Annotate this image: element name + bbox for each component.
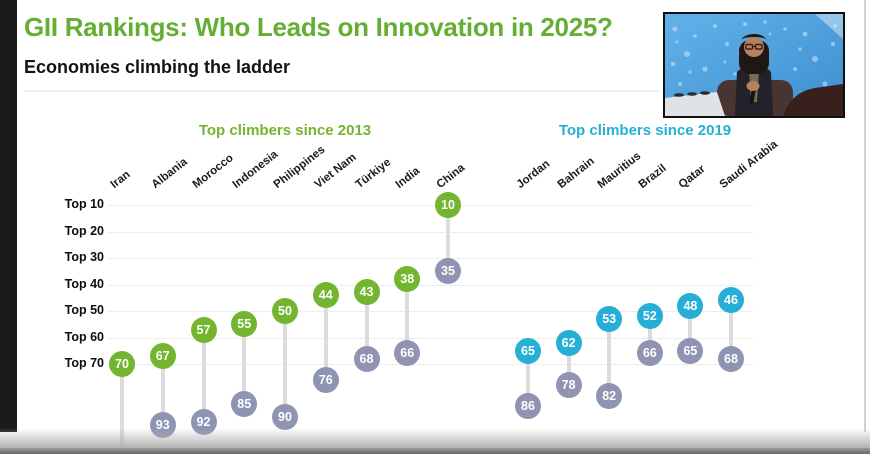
- connector-line: [364, 292, 369, 359]
- connector-line: [242, 324, 247, 404]
- country-label: Morocco: [190, 152, 236, 191]
- connector-line: [607, 318, 612, 396]
- country-label: Saudi Arabia: [717, 138, 781, 191]
- connector-line: [526, 350, 530, 407]
- rank-prior-badge: 78: [555, 372, 582, 399]
- rank-current-badge: 48: [677, 292, 704, 319]
- axis-label: Top 10: [64, 197, 104, 211]
- connector-line: [647, 316, 652, 354]
- right-edge-line: [864, 0, 866, 432]
- rank-prior-badge: 66: [394, 340, 421, 367]
- connector-line: [405, 279, 410, 354]
- axis-label: Top 60: [64, 329, 104, 344]
- connector-line: [566, 342, 571, 386]
- country-label: China: [434, 161, 468, 191]
- rank-current-badge: 57: [190, 316, 217, 343]
- connector-line: [688, 305, 693, 351]
- rank-current-badge: 43: [353, 279, 380, 306]
- axis-label: Top 50: [64, 303, 104, 317]
- rank-prior-badge: 82: [596, 382, 623, 409]
- rank-current-badge: 53: [596, 305, 623, 332]
- rank-prior-badge: 68: [718, 345, 744, 372]
- rank-current-badge: 65: [515, 337, 541, 364]
- header-divider: [24, 90, 658, 92]
- rank-current-badge: 52: [636, 303, 663, 330]
- hands: [746, 81, 760, 91]
- country-label: Mauritius: [595, 150, 644, 191]
- connector-line: [446, 205, 450, 272]
- country-label: Bahrain: [555, 155, 597, 191]
- country-label: Türkiye: [353, 156, 393, 191]
- window-light: [815, 14, 843, 39]
- connector-line: [120, 364, 124, 447]
- gridline: [108, 364, 753, 365]
- country-label: Jordan: [514, 157, 553, 191]
- speaker-video: [665, 14, 843, 116]
- country-label: Albania: [149, 155, 190, 191]
- rank-current-badge: 46: [718, 287, 744, 314]
- rank-current-badge: 38: [394, 266, 421, 293]
- gridline: [108, 337, 753, 339]
- rank-prior-badge: 68: [353, 345, 380, 372]
- bottom-gradient-strip: [0, 428, 870, 448]
- axis-label: Top 70: [64, 356, 104, 370]
- country-label: Qatar: [677, 163, 709, 191]
- rank-current-badge: 67: [149, 343, 176, 370]
- country-label: Brazil: [636, 162, 669, 191]
- rank-current-badge: 62: [555, 329, 582, 356]
- axis-label: Top 30: [64, 250, 104, 264]
- rank-prior-badge: 90: [272, 404, 298, 430]
- page-subtitle: Economies climbing the ladder: [24, 57, 291, 77]
- connector-line: [201, 329, 206, 423]
- rank-current-badge: 44: [312, 282, 339, 309]
- speaker-person: [735, 34, 773, 116]
- rank-current-badge: 10: [435, 192, 461, 218]
- rank-prior-badge: 65: [677, 337, 704, 364]
- gridline: [108, 205, 753, 206]
- speaker-video-overlay: [663, 12, 845, 118]
- page-title: GII Rankings: Who Leads on Innovation in…: [24, 12, 613, 42]
- gridline: [108, 311, 753, 312]
- chair-right: [783, 84, 843, 116]
- country-label: Iran: [108, 168, 133, 191]
- rank-prior-badge: 76: [312, 366, 339, 393]
- rank-current-badge: 50: [272, 298, 298, 324]
- group-label-2013: Top climbers since 2013: [198, 122, 372, 139]
- rank-prior-badge: 85: [231, 390, 258, 417]
- gridline: [108, 231, 753, 233]
- rank-prior-badge: 86: [515, 393, 541, 420]
- gridline: [108, 258, 753, 259]
- rank-prior-badge: 66: [636, 340, 663, 367]
- country-label: India: [393, 165, 423, 191]
- connector-line: [729, 300, 733, 359]
- group-label-2019: Top climbers since 2019: [558, 122, 732, 139]
- gridline: [108, 284, 753, 286]
- bottom-edge-strip: [0, 448, 870, 454]
- rank-current-badge: 55: [231, 311, 258, 338]
- connector-line: [160, 356, 165, 425]
- rank-current-badge: 70: [109, 351, 135, 377]
- connector-line: [283, 311, 287, 417]
- rank-prior-badge: 35: [435, 258, 461, 285]
- left-black-bar: [0, 0, 17, 432]
- table-with-mics: [665, 91, 725, 116]
- axis-label: Top 20: [64, 223, 104, 238]
- axis-label: Top 40: [64, 276, 104, 291]
- connector-line: [323, 295, 328, 380]
